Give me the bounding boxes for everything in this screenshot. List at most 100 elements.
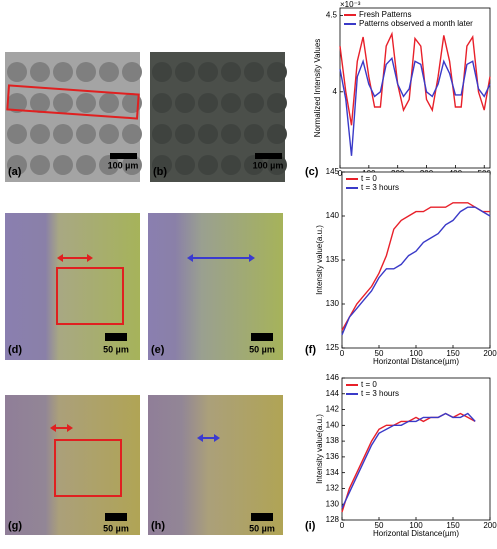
plot-area — [341, 171, 491, 349]
dot — [7, 93, 27, 113]
x-tick-label: 100 — [409, 349, 423, 358]
scale-bar — [255, 153, 282, 159]
dot — [244, 124, 264, 144]
panel-label: (g) — [8, 520, 22, 532]
dot — [122, 62, 142, 82]
dot — [152, 124, 172, 144]
y-tick-label: 145 — [326, 167, 340, 176]
series-line — [339, 56, 491, 156]
dot — [152, 155, 172, 175]
scale-label: 100 µm — [108, 160, 139, 170]
dot — [244, 62, 264, 82]
y-tick-label: 4 — [333, 87, 338, 96]
dot — [30, 155, 50, 175]
dot — [99, 124, 119, 144]
dot — [221, 124, 241, 144]
dot — [122, 124, 142, 144]
panel-label: (f) — [305, 344, 316, 356]
panel-label: (d) — [8, 344, 22, 356]
y-axis-label: Intensity value(a.u.) — [315, 225, 324, 295]
micrograph-h — [148, 395, 283, 535]
dot — [152, 93, 172, 113]
dot — [76, 93, 96, 113]
dot — [244, 93, 264, 113]
pattern-dots — [152, 62, 287, 175]
panel-label: (h) — [151, 520, 165, 532]
y-tick-label: 146 — [326, 373, 340, 382]
x-tick-label: 100 — [409, 521, 423, 530]
exponent-label: ×10⁻³ — [340, 0, 361, 9]
y-tick-label: 4.5 — [326, 11, 338, 20]
x-tick-label: 0 — [338, 169, 343, 178]
series-line — [341, 202, 490, 331]
dot — [30, 93, 50, 113]
dot — [53, 155, 73, 175]
legend-label: t = 0 — [361, 380, 377, 389]
panel-label: (i) — [305, 520, 316, 532]
dot — [198, 62, 218, 82]
series-line — [339, 31, 491, 126]
series-line — [341, 206, 491, 336]
dot — [267, 62, 287, 82]
plot-area — [341, 377, 491, 521]
x-tick-label: 150 — [446, 349, 460, 358]
x-tick-label: 200 — [483, 521, 497, 530]
dot — [99, 62, 119, 82]
plot-area — [339, 7, 491, 169]
dot — [221, 155, 241, 175]
scale-bar — [110, 153, 137, 159]
x-tick-label: 0 — [340, 521, 345, 530]
dot — [76, 155, 96, 175]
x-axis-label: Horizontal Distance(µm) — [373, 357, 459, 366]
dot — [244, 155, 264, 175]
dot — [221, 62, 241, 82]
dot — [175, 62, 195, 82]
dot — [30, 124, 50, 144]
y-tick-label: 142 — [326, 405, 340, 414]
y-tick-label: 144 — [326, 389, 340, 398]
micrograph-g — [5, 395, 140, 535]
scale-bar — [105, 513, 127, 521]
y-tick-label: 138 — [326, 436, 340, 445]
panel-label: (a) — [8, 166, 22, 178]
dot — [53, 93, 73, 113]
dot — [7, 155, 27, 175]
y-tick-label: 125 — [326, 343, 340, 352]
dot — [122, 155, 142, 175]
dot — [198, 93, 218, 113]
scale-label: 100 µm — [253, 160, 284, 170]
x-tick-label: 200 — [483, 349, 497, 358]
legend-label: Fresh Patterns — [359, 10, 411, 19]
dot — [99, 155, 119, 175]
dot — [198, 155, 218, 175]
x-tick-label: 0 — [340, 349, 345, 358]
legend-label: t = 0 — [361, 174, 377, 183]
y-tick-label: 140 — [326, 420, 340, 429]
dot — [76, 124, 96, 144]
scale-label: 50 µm — [103, 523, 129, 533]
dot — [175, 124, 195, 144]
dot — [221, 93, 241, 113]
selection-box — [6, 84, 140, 120]
panel-label: (c) — [305, 166, 319, 178]
roi-box — [54, 439, 122, 497]
dot — [267, 155, 287, 175]
series-line — [341, 412, 476, 509]
dot — [152, 62, 172, 82]
scale-label: 50 µm — [249, 344, 275, 354]
dot — [53, 62, 73, 82]
y-tick-label: 128 — [326, 515, 340, 524]
y-tick-label: 140 — [326, 211, 340, 220]
y-tick-label: 135 — [326, 255, 340, 264]
y-tick-label: 134 — [326, 468, 340, 477]
dot — [53, 124, 73, 144]
dot — [198, 124, 218, 144]
dot — [175, 93, 195, 113]
y-tick-label: 136 — [326, 452, 340, 461]
y-axis-label: Intensity value(a.u.) — [315, 414, 324, 484]
legend-label: Patterns observed a month later — [359, 19, 473, 28]
x-axis-label: Horizontal Distance(µm) — [373, 529, 459, 538]
dot — [76, 62, 96, 82]
x-tick-label: 150 — [446, 521, 460, 530]
